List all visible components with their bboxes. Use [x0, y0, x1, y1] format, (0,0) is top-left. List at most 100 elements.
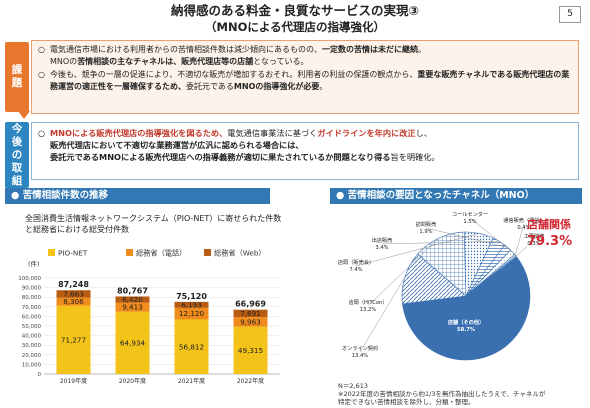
bar-value-label: 8,306: [63, 297, 84, 306]
bar-total-label: 75,120: [176, 292, 207, 301]
bar-segment: [174, 319, 209, 374]
future-tab: 今 後 の 取 組: [5, 122, 29, 188]
slide-title: 納得感のある料金・良質なサービスの実現③ （MNOによる代理店の指導強化）: [0, 2, 590, 35]
bar-value-label: 64,934: [120, 338, 146, 347]
x-tick-label: 2020年度: [119, 377, 146, 385]
pie-leader-line: [355, 233, 480, 267]
bar-total-label: 80,767: [117, 286, 148, 295]
future-emphasis-2: ガイドラインを年内に改正: [317, 128, 416, 138]
caption-line-2: と総務省における総受付件数: [25, 225, 129, 234]
bar-value-label: 71,277: [61, 335, 86, 344]
bar-segment: [56, 290, 91, 298]
pie-slice-value: 3.4%: [375, 245, 388, 251]
issues-tab: 課 題: [5, 42, 29, 112]
y-tick-label: 80,000: [22, 295, 42, 301]
caption-line-1: 全国消費生活情報ネットワークシステム（PIO-NET）に寄せられた件数: [25, 214, 282, 223]
y-tick-label: 0: [38, 372, 42, 378]
bar-segment: [233, 309, 268, 318]
note-line-2: ※2022年度の苦情相談から約1/3を無作為抽出したうえで、チャネルが: [338, 390, 546, 398]
future-tab-char: 組: [11, 174, 23, 187]
bar-value-label: 7,691: [240, 309, 261, 318]
issue-3-emphasis: 重要な販売チャネルである販売代理店の業務運営の適正性を一層確保するため、: [50, 70, 570, 91]
issue-paragraph-1: ○ 電気通信市場における利用者からの苦情相談件数は減少傾向にあるものの、一定数の…: [38, 44, 572, 67]
pie-slice-label: 店頭（HiTCon）: [348, 298, 387, 306]
complaints-bar-chart: (件) PIO-NET 総務省（電話） 総務省（Web） 0 10,000 20,000 30…: [18, 249, 280, 385]
x-tick-label: 2021年度: [178, 377, 205, 385]
pie-slice-label: コールセンター: [452, 210, 488, 218]
pie-slice-value: 0.4%: [517, 225, 530, 231]
legend-swatch: [204, 249, 211, 256]
future-tab-char: 後: [11, 135, 23, 148]
issue-3-emphasis-2: MNOの指導強化が必要: [233, 81, 320, 91]
issue-2-text: MNOの: [50, 56, 78, 66]
bullet-icon: ○: [38, 70, 45, 79]
bar-value-label: 9,963: [240, 317, 261, 326]
pie-slice-value: 58.7%: [457, 327, 476, 333]
store-related-label: 店舗関係: [527, 218, 571, 231]
bar-value-label: 49,315: [238, 346, 263, 355]
pie-leader-line: [359, 277, 405, 353]
bullet-icon: ○: [38, 45, 45, 54]
pie-slice-label: 工事関連: [524, 232, 546, 240]
pie-slice-value: 13.4%: [352, 353, 369, 359]
legend-label: 総務省（Web）: [214, 249, 266, 258]
issue-2-end: となっている。: [253, 56, 309, 66]
bar-value-label: 56,812: [179, 342, 204, 351]
x-tick-label: 2019年度: [60, 377, 87, 385]
pie-slice-label: 訪問販売: [416, 220, 437, 228]
issue-1-emphasis: 一定数の苦情は未だに継続: [322, 45, 418, 54]
pie-slice-value: 1.9%: [419, 229, 432, 235]
bullet-icon: ○: [38, 128, 46, 138]
bar-segment: [174, 307, 209, 320]
complaints-trend-header: ● 苦情相談件数の推移: [5, 188, 270, 204]
issue-3-end: 。: [319, 81, 328, 91]
pie-leader-line: [514, 223, 525, 256]
y-tick-label: 50,000: [22, 324, 42, 330]
issues-tab-char: 課: [11, 64, 23, 76]
bar-segment: [174, 301, 209, 308]
future-tab-char: 今: [11, 122, 23, 135]
future-tab-char: の: [11, 148, 23, 161]
pie-slice-value: 1.5%: [463, 219, 476, 225]
future-paragraph: ○ MNOによる販売代理店の指導強化を図るため、電気通信事業法に基づくガイドライ…: [38, 127, 572, 163]
store-related-value: 79.3%: [527, 234, 573, 249]
future-text-3: 販売代理店において不適切な業務運営が広汎に認められる場合には、: [50, 140, 304, 150]
bar-value-label: 6,193: [181, 300, 202, 309]
bar-segment: [233, 317, 268, 327]
issues-box: ○ 電気通信市場における利用者からの苦情相談件数は減少傾向にあるものの、一定数の…: [31, 40, 579, 114]
pie-slice-label: 店頭（販売会）: [338, 258, 374, 266]
y-tick-label: 70,000: [22, 305, 42, 311]
issue-1-text: 電気通信市場における利用者からの苦情相談件数は減少傾向にあるものの、: [50, 45, 322, 54]
pie-slice-value: 13.2%: [360, 307, 377, 313]
y-tick-label: 10,000: [22, 362, 42, 368]
pie-slice-label: 店舗（その他）: [447, 318, 484, 326]
pie-leader-line: [381, 241, 500, 245]
pie-note: N＝2,613 ※2022年度の苦情相談から約1/3を無作為抽出したうえで、チャ…: [338, 382, 545, 406]
bar-segment: [115, 296, 150, 303]
pie-slice-label: 通信販売（電話）: [503, 216, 545, 224]
y-tick-label: 40,000: [22, 334, 42, 340]
bar-value-label: 9,413: [122, 303, 143, 312]
bar-segment: [56, 305, 91, 374]
complaint-channel-header: ● 苦情相談の要因となったチャネル（MNO）: [330, 188, 582, 204]
pie-slice-label: オンライン契約: [342, 344, 378, 352]
legend-swatch: [126, 249, 133, 256]
pie-slice-label: 出店販売: [372, 236, 393, 244]
pie-slice-value: 7.4%: [349, 267, 362, 273]
bar-value-label: 6,420: [122, 295, 143, 304]
pie-slice-value: 0.3%: [527, 241, 540, 247]
y-tick-label: 30,000: [22, 343, 42, 349]
issue-paragraph-2: ○ 今後も、競争の一層の促進により、不適切な販売が増加するおそれ。利用者の利益の…: [38, 69, 572, 92]
note-line-3: 特定できない苦情相談を除外し、分類・整理。: [338, 398, 475, 406]
future-text-2: し、: [415, 128, 433, 138]
pie-slice: [402, 256, 531, 361]
issues-tab-char: 題: [11, 77, 23, 89]
future-text-5: 旨を明確化。: [390, 152, 440, 162]
pie-leader-line: [469, 217, 513, 253]
note-line-1: N＝2,613: [338, 382, 368, 390]
bar-total-label: 87,248: [58, 280, 89, 289]
down-arrow-icon: [18, 111, 30, 119]
legend-label: PIO-NET: [58, 249, 88, 258]
y-tick-label: 60,000: [22, 314, 42, 320]
future-text-1: 電気通信事業法に基づく: [227, 128, 318, 138]
